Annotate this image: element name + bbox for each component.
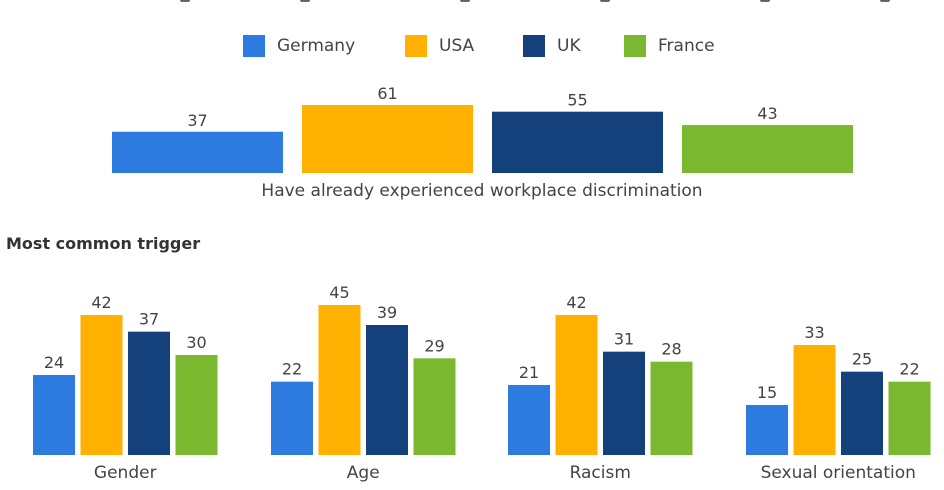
legend-label-germany: Germany [277,36,356,56]
bar-uk-gender [128,331,170,455]
bar-france-sexual-orientation [888,381,931,455]
bar-france-gender [175,355,218,455]
cropped-top-text [0,0,944,8]
category-label-racism: Racism [570,463,631,483]
legend-label-france: France [658,36,715,56]
value-label-usa-gender: 42 [91,293,111,312]
bar-germany-racism [508,385,550,455]
bar-uk-racism [603,351,645,455]
value-label-germany-experienced: 37 [187,111,207,130]
value-label-germany-gender: 24 [44,353,64,372]
bar-germany-gender [33,375,75,455]
legend-item-uk: UK [523,30,581,62]
value-label-usa-experienced: 61 [377,84,397,103]
value-label-uk-age: 39 [377,303,397,322]
value-label-germany-sexual-orientation: 15 [757,383,777,402]
bar-usa-sexual-orientation [793,345,836,455]
bar-usa-experienced [302,105,473,173]
value-label-usa-racism: 42 [566,293,586,312]
legend-label-uk: UK [557,36,581,56]
bar-uk-age [366,325,408,455]
legend-item-france: France [624,30,715,62]
legend-swatch-germany [243,35,265,57]
value-label-usa-sexual-orientation: 33 [804,323,824,342]
category-label-experienced: Have already experienced workplace discr… [261,181,702,201]
category-label-sexual-orientation: Sexual orientation [761,463,916,483]
bar-usa-racism [555,315,598,455]
value-label-france-sexual-orientation: 22 [899,360,919,379]
bar-germany-sexual-orientation [746,405,788,455]
bar-france-age [413,358,456,455]
bar-germany-experienced [112,131,283,173]
bar-uk-experienced [492,111,663,173]
value-label-germany-racism: 21 [519,363,539,382]
value-label-uk-experienced: 55 [567,91,587,110]
bar-france-experienced [682,125,853,173]
legend-swatch-france [624,35,646,57]
legend-swatch-usa [405,35,427,57]
legend-item-usa: USA [405,30,474,62]
value-label-france-racism: 28 [661,340,681,359]
legend-swatch-uk [523,35,545,57]
bar-uk-sexual-orientation [841,371,883,455]
section-title: Most common trigger [6,234,201,253]
value-label-france-experienced: 43 [757,104,777,123]
value-label-france-age: 29 [424,336,444,355]
value-label-france-gender: 30 [186,333,206,352]
legend-item-germany: Germany [243,30,355,62]
category-label-gender: Gender [94,463,157,483]
value-label-uk-racism: 31 [614,330,634,349]
bar-usa-gender [80,315,123,455]
value-label-uk-sexual-orientation: 25 [852,350,872,369]
bar-germany-age [271,381,313,455]
bar-france-racism [650,361,693,455]
value-label-germany-age: 22 [282,360,302,379]
value-label-uk-gender: 37 [139,310,159,329]
value-label-usa-age: 45 [329,283,349,302]
legend-label-usa: USA [439,36,475,56]
bar-usa-age [318,305,361,455]
chart-legend: Germany USA UK France [0,30,944,62]
category-label-age: Age [347,463,380,483]
